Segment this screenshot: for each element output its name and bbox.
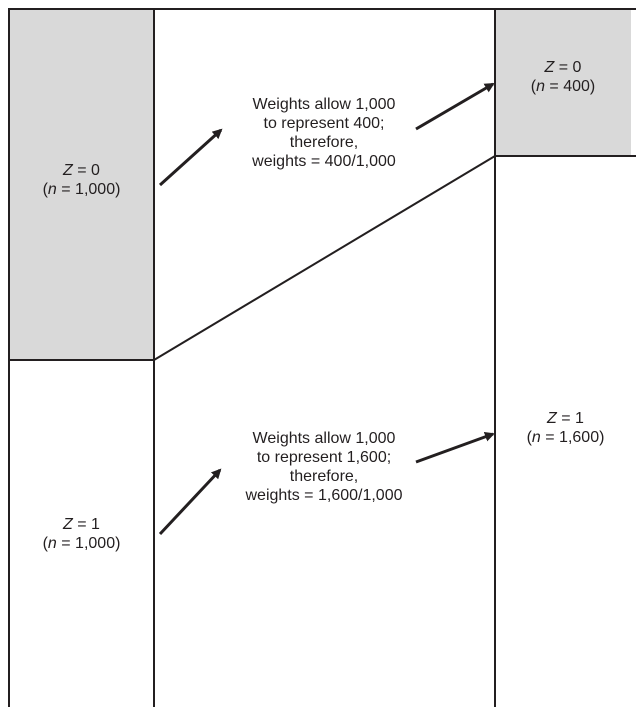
right-top-box (495, 9, 631, 156)
outer-frame (8, 8, 636, 707)
annotation-line: to represent 1,600; (256, 449, 392, 466)
annotation-line: Weights allow 1,000 (252, 430, 396, 447)
lower-left-arrow (158, 468, 222, 536)
annotation-line: weights = 400/1,000 (252, 153, 396, 170)
left-top-label: Z = 0 (n = 1,000) (9, 161, 154, 199)
right-bottom-label: Z = 1 (n = 1,600) (495, 409, 636, 447)
upper-annotation: Weights allow 1,000 to represent 400; th… (204, 95, 444, 171)
annotation-line: therefore, (289, 468, 359, 485)
upper-right-arrow (415, 82, 495, 131)
z-value: = 0 (72, 162, 100, 179)
n-value: = 1,000) (56, 181, 121, 198)
variable-n: n (47, 181, 57, 198)
variable-n: n (47, 535, 57, 552)
n-open: ( (526, 429, 532, 446)
z-value: = 1 (72, 516, 100, 533)
annotation-line: therefore, (289, 134, 359, 151)
annotation-line: to represent 400; (263, 115, 385, 132)
left-bottom-label: Z = 1 (n = 1,000) (9, 515, 154, 553)
lower-annotation: Weights allow 1,000 to represent 1,600; … (204, 429, 444, 505)
n-open: ( (42, 181, 48, 198)
upper-left-arrow (158, 128, 223, 187)
n-value: = 1,000) (56, 535, 121, 552)
variable-z: Z (63, 516, 73, 533)
variable-n: n (536, 78, 545, 95)
n-value: = 400) (544, 78, 596, 95)
diagonal-connector (153, 155, 496, 361)
variable-n: n (531, 429, 541, 446)
z-value: = 1 (556, 410, 584, 427)
z-value: = 0 (554, 59, 582, 76)
lower-right-arrow (415, 432, 495, 464)
left-top-box (9, 9, 154, 360)
n-open: ( (42, 535, 48, 552)
variable-z: Z (63, 162, 73, 179)
n-open: ( (530, 78, 537, 95)
variable-z: Z (547, 410, 557, 427)
variable-z: Z (544, 59, 555, 76)
right-top-label: Z = 0 (n = 400) (495, 58, 631, 96)
n-value: = 1,600) (540, 429, 605, 446)
annotation-line: Weights allow 1,000 (252, 96, 396, 113)
annotation-line: weights = 1,600/1,000 (245, 487, 403, 504)
